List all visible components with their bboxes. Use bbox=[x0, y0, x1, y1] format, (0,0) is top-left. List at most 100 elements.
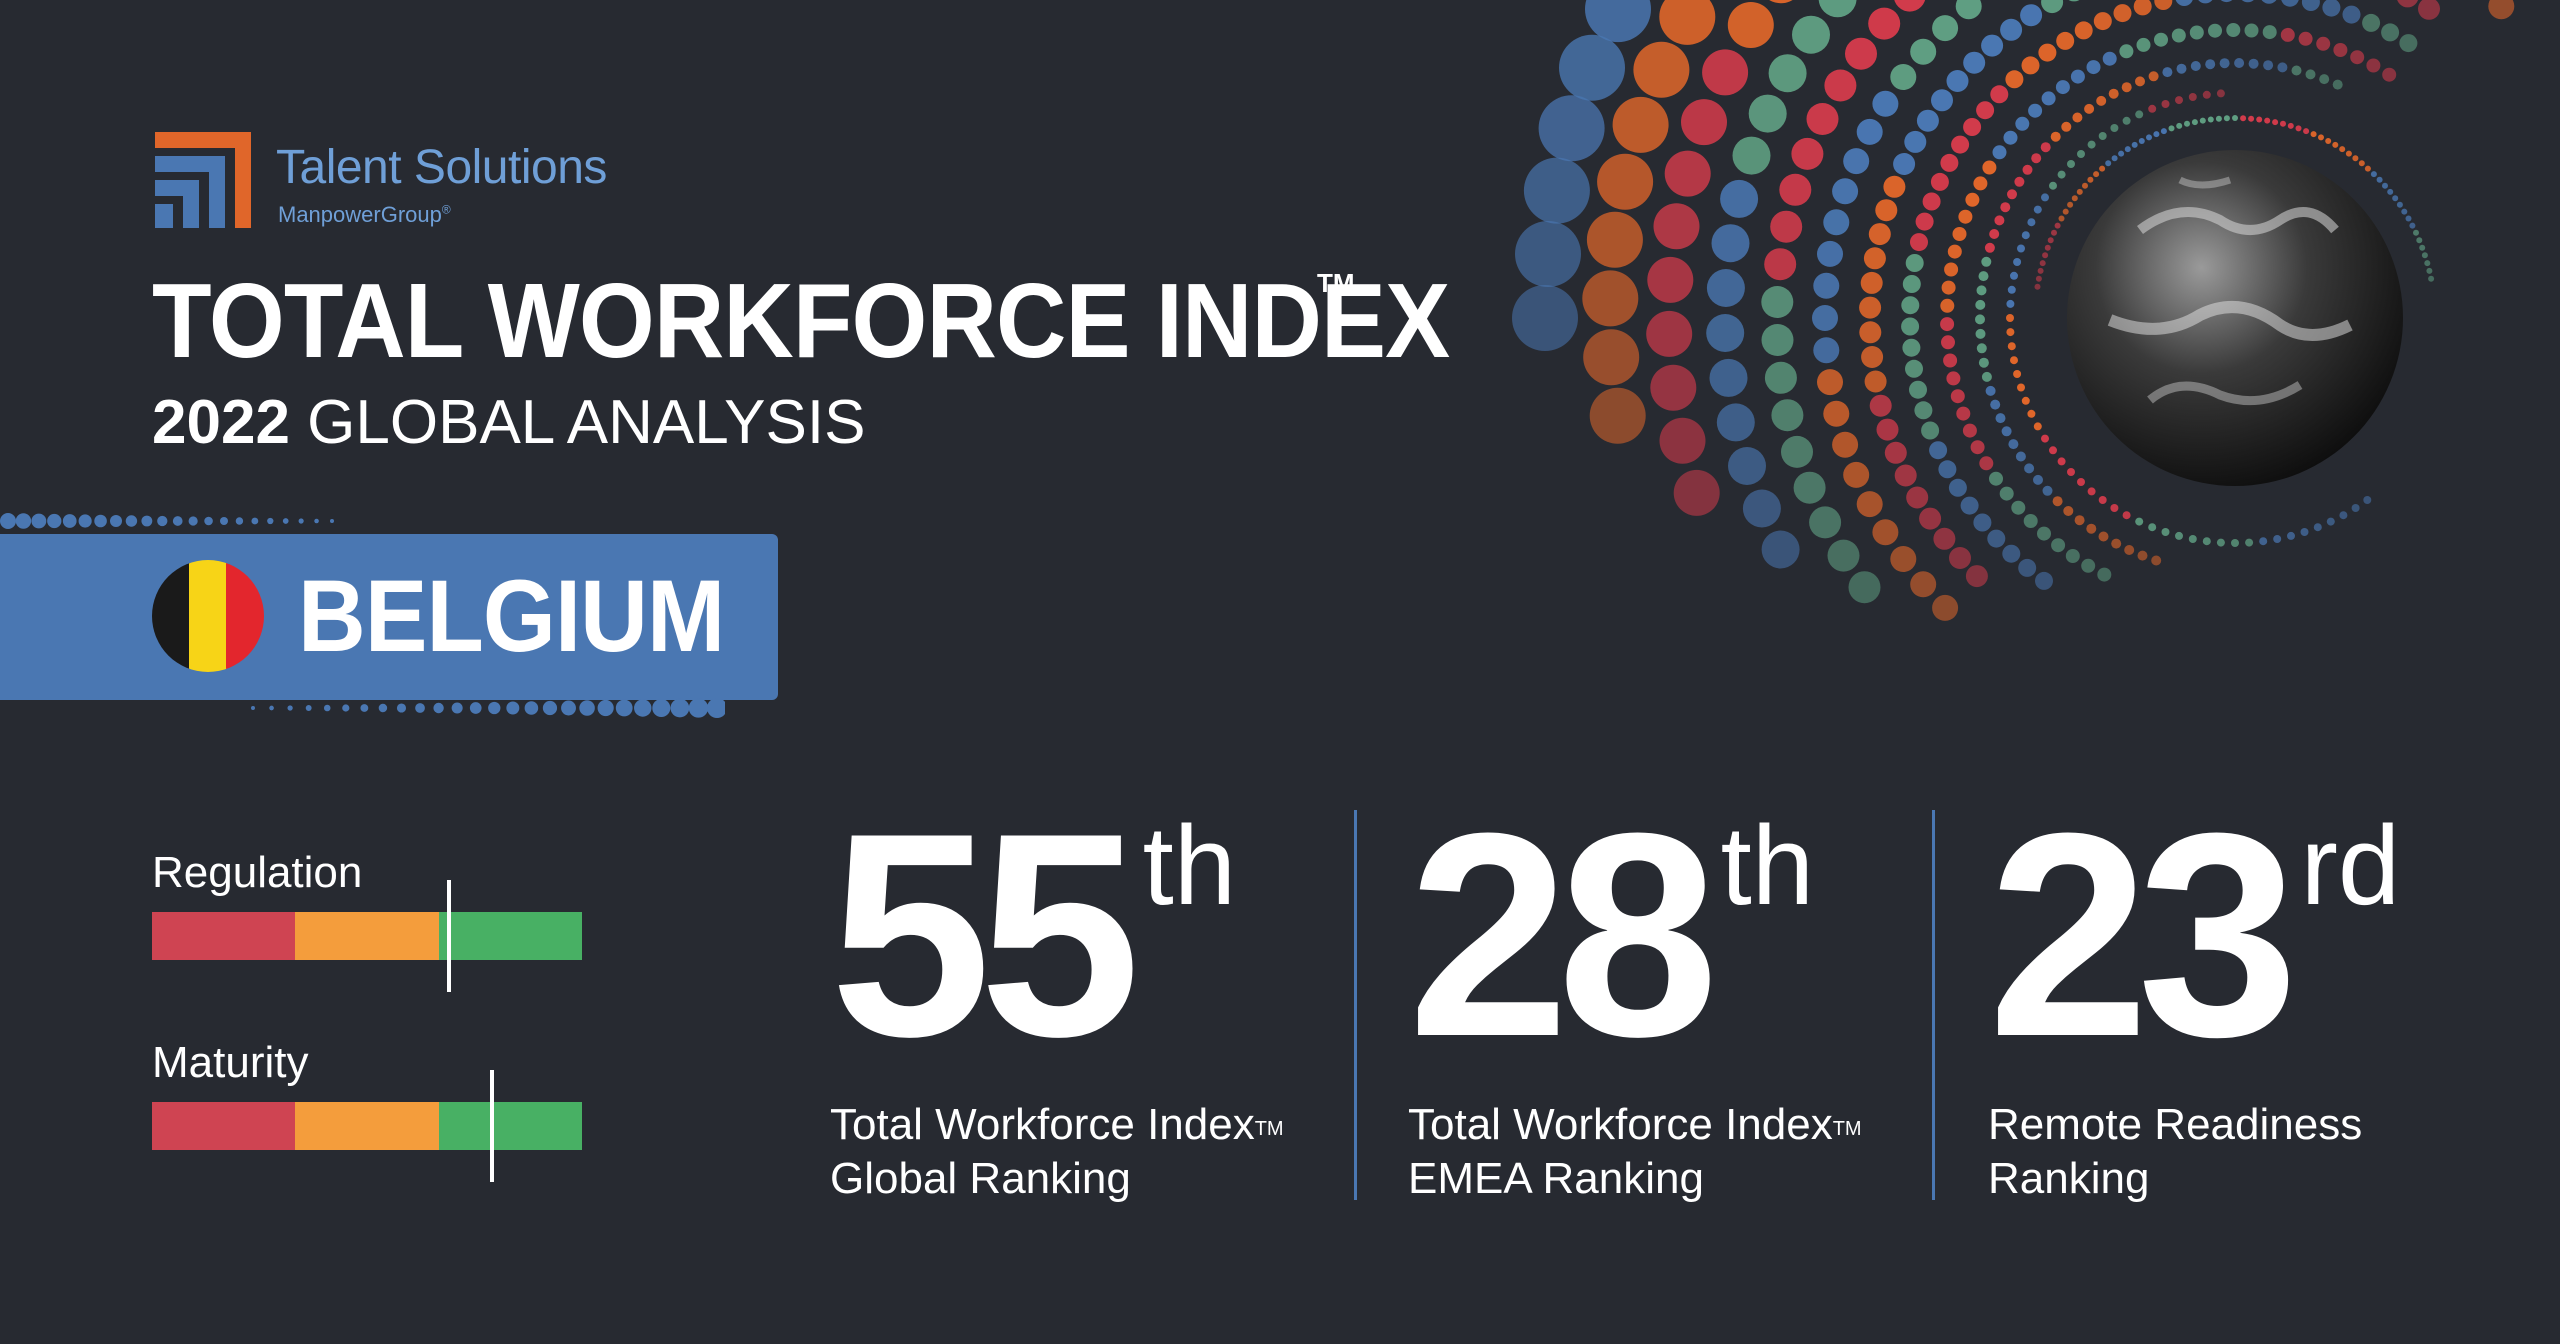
decor-dot bbox=[1823, 209, 1850, 236]
decor-dot bbox=[2118, 150, 2125, 157]
decor-dot bbox=[1664, 150, 1711, 197]
decor-dot bbox=[2082, 182, 2088, 189]
banner-dot bbox=[488, 701, 501, 715]
decor-dot bbox=[2022, 164, 2033, 175]
banner-dot bbox=[396, 703, 407, 713]
decor-dot bbox=[1995, 413, 2006, 424]
banner-dot bbox=[0, 513, 16, 529]
decor-dot bbox=[2000, 202, 2011, 213]
decor-dot bbox=[2001, 426, 2012, 437]
gauge-bar bbox=[152, 1102, 582, 1150]
decor-dot bbox=[2087, 140, 2096, 149]
decor-dot bbox=[2041, 91, 2056, 106]
decor-dot bbox=[2081, 558, 2096, 573]
decor-dot bbox=[1868, 7, 1901, 40]
decor-dot bbox=[1948, 478, 1967, 497]
decor-dot bbox=[1901, 296, 1920, 315]
decor-dot bbox=[2342, 5, 2361, 24]
banner-dot bbox=[78, 514, 92, 528]
decor-dot bbox=[2054, 222, 2061, 229]
decor-dot bbox=[1859, 296, 1882, 319]
banner-dot bbox=[360, 704, 369, 712]
decor-dot bbox=[2077, 150, 2085, 158]
banner-dot bbox=[415, 703, 425, 713]
decor-dot bbox=[1764, 248, 1797, 281]
decor-dot bbox=[1985, 385, 1996, 396]
decor-dot bbox=[1947, 244, 1962, 259]
decor-dot bbox=[1586, 211, 1643, 268]
banner-dot bbox=[282, 518, 289, 524]
decor-dot bbox=[2057, 457, 2066, 466]
decor-dot bbox=[1956, 406, 1971, 421]
decor-dot bbox=[1950, 389, 1965, 404]
decor-dot bbox=[2162, 67, 2173, 78]
banner-dot bbox=[524, 701, 539, 715]
decor-dot bbox=[2188, 535, 2197, 543]
decor-dot bbox=[2216, 89, 2225, 98]
decor-dot bbox=[2219, 58, 2230, 69]
gauge-segment-low bbox=[152, 1102, 296, 1150]
decor-dot bbox=[2231, 539, 2239, 547]
banner-dot bbox=[62, 514, 77, 528]
decor-dot bbox=[1659, 0, 1716, 45]
decor-dot bbox=[2262, 25, 2277, 40]
decor-dot bbox=[1962, 423, 1977, 438]
banner-dot bbox=[188, 516, 198, 526]
decor-dot bbox=[1990, 85, 2009, 104]
decor-dot bbox=[1859, 321, 1882, 344]
decor-dot bbox=[1813, 337, 1840, 364]
decor-dot bbox=[2068, 0, 2080, 2]
decor-dot bbox=[2154, 0, 2173, 10]
decor-dot bbox=[1582, 270, 1639, 327]
decor-dot bbox=[1890, 64, 1917, 90]
decor-dot bbox=[2013, 258, 2022, 266]
decor-dot bbox=[2052, 496, 2063, 507]
decor-dot bbox=[2003, 130, 2018, 145]
decor-dot bbox=[2160, 128, 2167, 135]
decor-dot bbox=[2280, 27, 2295, 42]
decor-dot bbox=[1941, 280, 1956, 295]
decor-dot bbox=[2049, 181, 2057, 190]
decor-dot bbox=[2364, 165, 2371, 172]
decor-dot bbox=[2240, 115, 2247, 122]
decor-dot bbox=[2184, 120, 2190, 127]
decor-dot bbox=[2352, 155, 2359, 162]
decor-dot bbox=[1856, 118, 1883, 145]
decor-dot bbox=[2175, 531, 2183, 540]
gauge-label: Maturity bbox=[152, 1038, 309, 1087]
decor-dot bbox=[2018, 558, 2037, 577]
rank-description: Total Workforce IndexTM EMEA Ranking bbox=[1408, 1100, 1862, 1203]
gauge-segment-high bbox=[438, 912, 582, 960]
decor-dot bbox=[2021, 396, 2030, 405]
decor-dot bbox=[1875, 199, 1898, 222]
decor-dot bbox=[2028, 103, 2043, 118]
decor-dot bbox=[2014, 176, 2025, 187]
decor-dot bbox=[1976, 101, 1995, 120]
decor-dot bbox=[2135, 517, 2144, 526]
decor-dot bbox=[2325, 138, 2332, 144]
decor-dot bbox=[2191, 119, 2198, 126]
decor-dot bbox=[1884, 441, 1907, 464]
decor-dot bbox=[2055, 80, 2070, 95]
banner-dot bbox=[579, 700, 595, 716]
decor-dot bbox=[1869, 394, 1892, 417]
decor-dot bbox=[2351, 504, 2360, 512]
decor-dot bbox=[2021, 231, 2030, 240]
ranking-divider bbox=[1932, 810, 1935, 1200]
decor-dot bbox=[1732, 136, 1771, 175]
decor-dot bbox=[2074, 21, 2093, 40]
decor-dot bbox=[2007, 285, 2016, 294]
gauge-segment-mid bbox=[295, 1102, 439, 1150]
decor-dot bbox=[1872, 519, 1899, 546]
decor-dot bbox=[1706, 314, 1745, 352]
decor-dot bbox=[2093, 12, 2112, 31]
banner-dot bbox=[451, 702, 463, 714]
decor-dot bbox=[2301, 0, 2320, 11]
decor-dot bbox=[2397, 0, 2418, 8]
decor-dot bbox=[2133, 0, 2152, 16]
decor-dot bbox=[1612, 96, 1669, 153]
decor-dot bbox=[1984, 242, 1995, 253]
banner-dot bbox=[47, 513, 62, 529]
